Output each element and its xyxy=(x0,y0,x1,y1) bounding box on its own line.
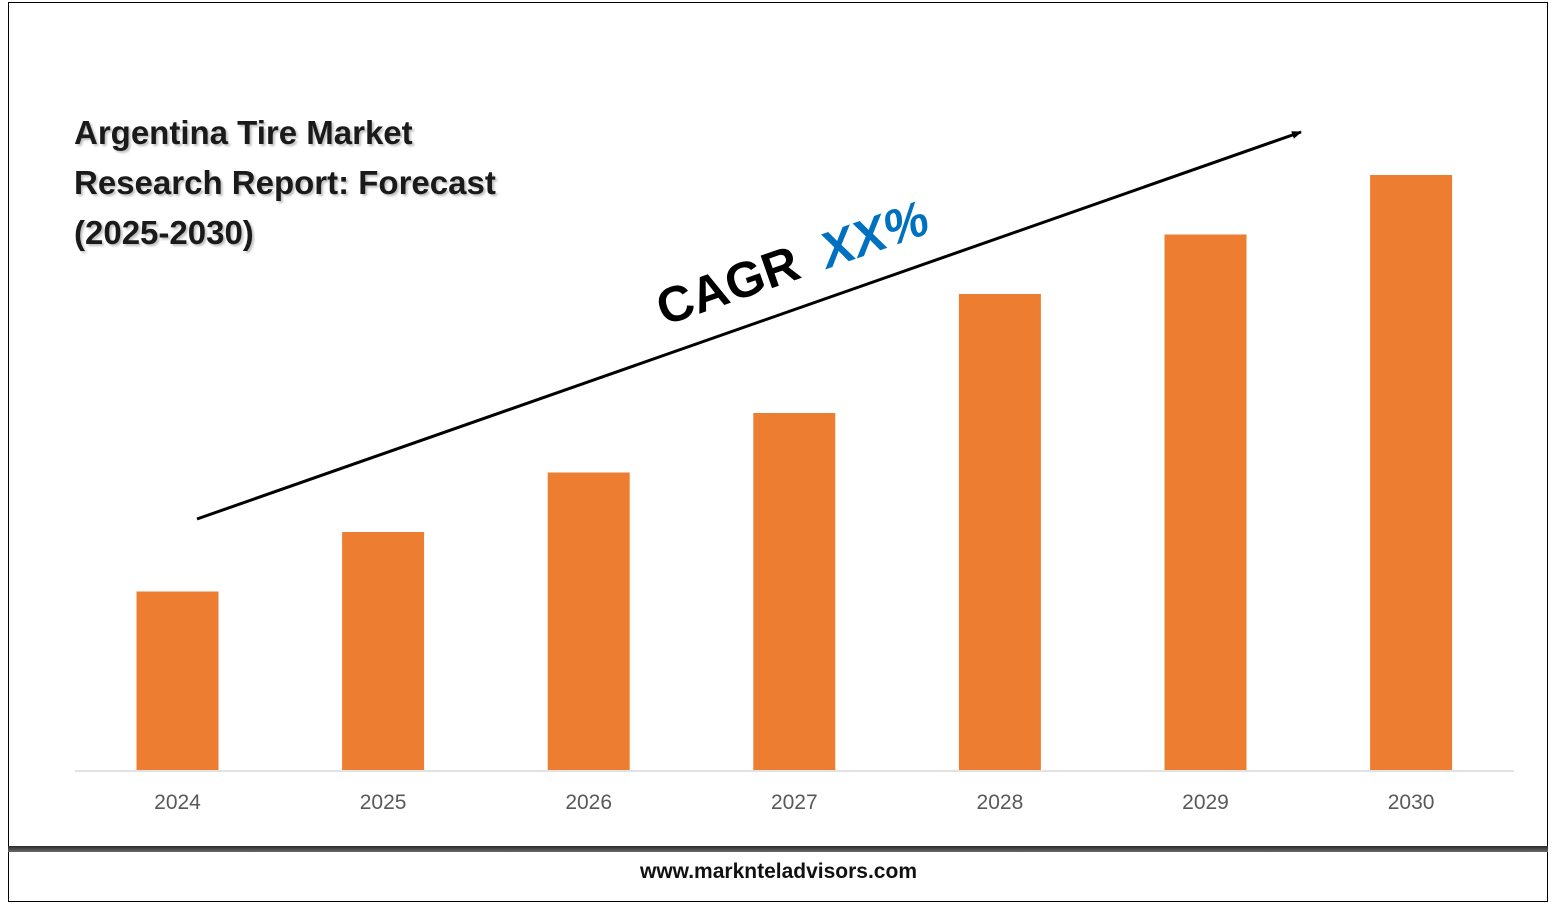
chart-title: Argentina Tire Market Research Report: F… xyxy=(74,108,554,258)
bar-2029 xyxy=(1164,234,1247,770)
growth-arrow xyxy=(196,130,1302,521)
footer-divider xyxy=(8,846,1548,852)
footer-url: www.marknteladvisors.com xyxy=(640,860,917,883)
x-tick-label-2025: 2025 xyxy=(360,791,407,814)
bar-2024 xyxy=(136,591,219,770)
x-tick-label-2027: 2027 xyxy=(771,791,818,814)
cagr-label: CAGR xyxy=(649,235,806,337)
title-line-2: Research Report: Forecast xyxy=(74,164,496,201)
bar-2025 xyxy=(342,532,425,770)
title-line-1: Argentina Tire Market xyxy=(74,114,413,151)
x-tick-label-2024: 2024 xyxy=(154,791,201,814)
bar-2026 xyxy=(547,472,630,770)
bar-2027 xyxy=(753,413,836,770)
x-tick-label-2029: 2029 xyxy=(1182,791,1229,814)
x-tick-labels: 2024 2025 2026 2027 2028 2029 2030 xyxy=(154,791,1434,814)
cagr-annotation: CAGR XX% xyxy=(649,190,936,337)
x-tick-label-2030: 2030 xyxy=(1388,791,1435,814)
bar-2028 xyxy=(958,294,1041,770)
x-tick-label-2026: 2026 xyxy=(565,791,612,814)
title-line-3: (2025-2030) xyxy=(74,214,254,251)
bar-2030 xyxy=(1370,175,1453,770)
x-tick-label-2028: 2028 xyxy=(977,791,1024,814)
bars-group xyxy=(136,175,1453,770)
